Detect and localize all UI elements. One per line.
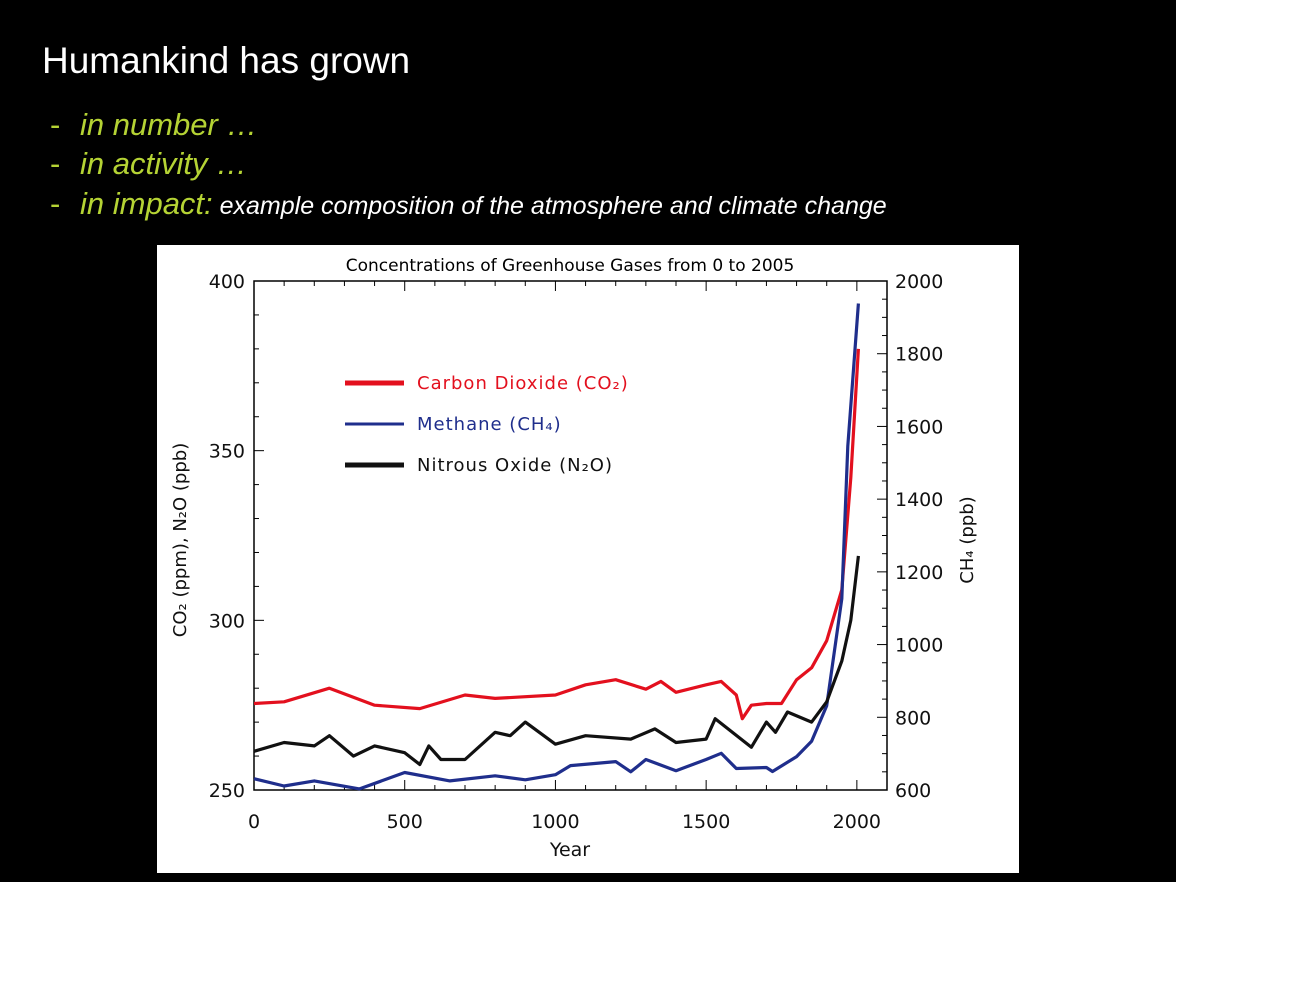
y-right-tick-label: 2000 — [895, 271, 943, 293]
slide-title: Humankind has grown — [42, 40, 411, 81]
series-line-co2 — [253, 348, 860, 721]
y-right-tick-label: 1600 — [895, 416, 943, 438]
series-line-n2o — [253, 555, 860, 767]
y-right-tick-label: 600 — [895, 780, 931, 802]
bullet-text: in activity … — [80, 146, 248, 181]
y-right-tick-label: 1200 — [895, 562, 943, 584]
y-right-tick-label: 800 — [895, 707, 931, 729]
x-tick-label: 1500 — [682, 811, 730, 833]
bullet-subtext: example composition of the atmosphere an… — [212, 192, 887, 220]
y-right-tick-label: 1000 — [895, 635, 943, 657]
x-tick-label: 500 — [387, 811, 423, 833]
bullet-activity: - in activity … — [50, 146, 247, 182]
y-tick-label: 350 — [209, 441, 245, 463]
bullet-impact: - in impact: example composition of the a… — [50, 186, 887, 222]
series-line-ch4 — [253, 303, 860, 791]
legend-label: Methane (CH₄) — [417, 414, 562, 435]
y-tick-label: 250 — [209, 780, 245, 802]
bullet-dash: - — [50, 146, 61, 181]
y-tick-label: 300 — [209, 610, 245, 632]
bullet-number: - in number … — [50, 107, 257, 143]
legend-label: Carbon Dioxide (CO₂) — [417, 373, 629, 394]
y-right-tick-label: 1400 — [895, 489, 943, 511]
x-tick-label: 1000 — [531, 811, 579, 833]
y-right-axis-label: CH₄ (ppb) — [957, 496, 978, 583]
y-right-tick-label: 1800 — [895, 344, 943, 366]
x-tick-label: 2000 — [833, 811, 881, 833]
bullet-text: in number … — [80, 107, 258, 142]
chart-title: Concentrations of Greenhouse Gases from … — [346, 256, 795, 276]
bullet-dash: - — [50, 186, 61, 221]
chart-panel — [157, 245, 1019, 873]
bullet-text: in impact: — [80, 186, 213, 221]
y-axis-label: CO₂ (ppm), N₂O (ppb) — [170, 443, 191, 637]
legend-label: Nitrous Oxide (N₂O) — [417, 455, 613, 476]
bullet-dash: - — [50, 107, 61, 142]
x-axis-label: Year — [549, 839, 590, 861]
x-tick-label: 0 — [248, 811, 260, 833]
y-tick-label: 400 — [209, 271, 245, 293]
